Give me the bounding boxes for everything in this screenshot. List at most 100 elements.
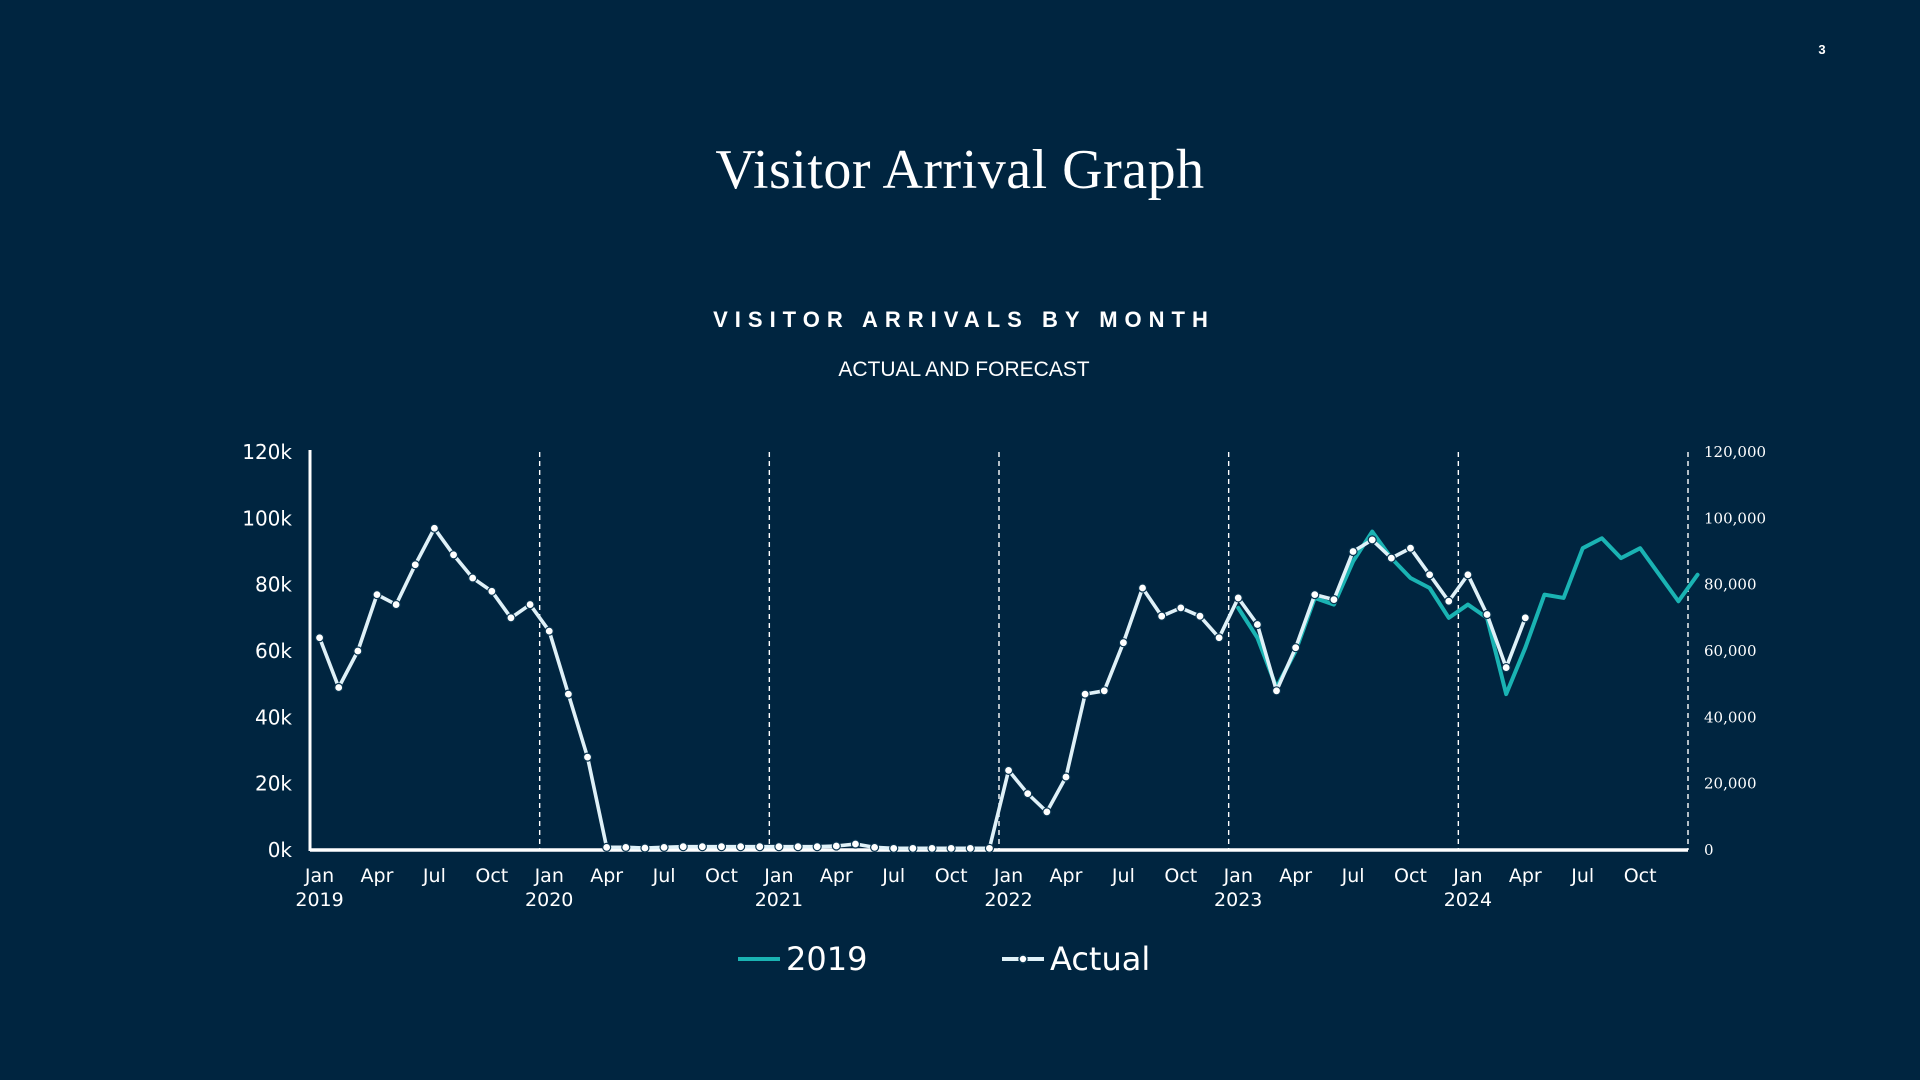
x-tick-label-month: Jul [881,865,905,887]
data-point-actual [621,842,631,852]
data-point-actual [1482,609,1492,620]
y-tick-label-right: 0 [1704,841,1714,859]
data-point-actual [1195,611,1205,621]
page-number: 3 [1818,42,1826,57]
data-point-actual [755,842,765,852]
data-point-actual [1386,553,1396,563]
x-tick-label-year: 2019 [295,889,343,911]
data-point-actual [1271,686,1282,696]
legend-item-actual: Actual [1000,940,1150,978]
data-point-actual [812,842,822,852]
y-tick-label-right: 20,000 [1704,775,1757,793]
data-point-actual [1520,613,1530,623]
x-tick-label-month: Oct [1394,865,1427,887]
data-point-actual [314,633,325,643]
x-tick-label-year: 2022 [984,889,1032,911]
series-line-actual [317,526,1528,851]
y-tick-label-right: 80,000 [1704,576,1757,594]
x-tick-label-month: Apr [1509,865,1542,887]
data-point-actual [1080,689,1090,699]
x-tick-label-month: Jul [652,865,676,887]
x-tick-label-month: Jan [993,865,1023,887]
x-tick-label-month: Apr [1279,865,1312,887]
data-point-actual [1137,583,1148,593]
x-tick-label-month: Apr [590,865,623,887]
data-point-actual [1444,596,1454,606]
data-point-actual [831,841,841,851]
x-tick-label-year: 2020 [525,889,573,911]
legend-label-2019: 2019 [786,940,868,978]
x-tick-label-month: Oct [1164,865,1197,887]
data-point-actual [1367,535,1377,545]
data-point-actual [1329,594,1339,605]
y-tick-label-right: 40,000 [1704,708,1757,726]
data-point-actual [869,842,880,852]
data-point-actual [697,842,707,852]
x-tick-label-month: Apr [1050,865,1083,887]
data-point-actual [525,599,535,610]
data-point-actual [544,626,554,636]
chart-title: VISITOR ARRIVALS BY MONTH [713,307,1215,332]
y-tick-label-left: 80k [255,573,292,597]
x-tick-label-month: Jan [1452,865,1482,887]
data-point-actual [1176,603,1186,613]
data-point-actual [984,843,995,853]
y-tick-label-right: 120,000 [1704,443,1766,461]
x-tick-label-month: Jul [1570,865,1594,887]
data-point-actual [1501,662,1511,673]
data-point-actual [1214,633,1224,643]
x-tick-label-month: Jul [422,865,446,887]
data-point-actual [1463,570,1473,580]
y-tick-label-right: 100,000 [1704,509,1766,527]
x-tick-label-month: Jul [1111,865,1135,887]
x-tick-label-year: 2021 [755,889,803,911]
data-point-actual [678,842,688,852]
x-tick-label-month: Oct [475,865,508,887]
y-tick-label-left: 0k [268,838,293,862]
data-point-actual [1310,590,1320,600]
data-point-actual [563,689,573,699]
x-tick-label-month: Oct [1624,865,1657,887]
slide-title: Visitor Arrival Graph [715,139,1205,201]
x-tick-label-month: Apr [361,865,394,887]
data-point-actual [334,682,344,693]
data-point-actual [1252,619,1262,630]
y-tick-label-left: 60k [255,639,292,663]
x-tick-label-year: 2023 [1214,889,1262,911]
data-point-actual [391,599,401,610]
data-point-actual [372,590,382,600]
legend-line-swatch-icon [738,957,780,961]
data-point-actual [850,839,861,849]
y-tick-label-left: 20k [255,772,292,796]
x-tick-label-month: Oct [705,865,738,887]
data-point-actual [410,560,420,570]
x-tick-label-month: Jul [1341,865,1365,887]
y-tick-label-left: 100k [242,506,292,530]
data-point-actual [946,843,956,853]
data-point-actual [468,573,478,583]
data-point-actual [774,842,784,852]
data-point-actual [353,646,363,656]
data-point-actual [965,843,975,853]
data-point-actual [640,843,650,853]
data-point-actual [1118,638,1129,648]
data-point-actual [1023,789,1033,799]
data-point-actual [659,842,669,852]
x-tick-label-year: 2024 [1444,889,1492,911]
data-point-actual [1405,543,1416,553]
data-point-actual [927,843,937,853]
data-point-actual [1042,807,1052,817]
data-point-actual [448,550,459,560]
y-tick-label-left: 40k [255,705,292,729]
data-point-actual [1061,772,1071,782]
chart-legend: 2019 Actual [0,940,1920,980]
y-tick-label-left: 120k [242,440,292,464]
data-point-actual [487,586,497,596]
x-tick-label-month: Apr [820,865,853,887]
data-point-actual [506,613,516,623]
x-tick-label-month: Oct [935,865,968,887]
legend-item-2019: 2019 [736,940,867,978]
chart-subtitle: ACTUAL AND FORECAST [838,358,1090,381]
data-point-actual [889,843,899,853]
data-point-actual [582,752,593,762]
